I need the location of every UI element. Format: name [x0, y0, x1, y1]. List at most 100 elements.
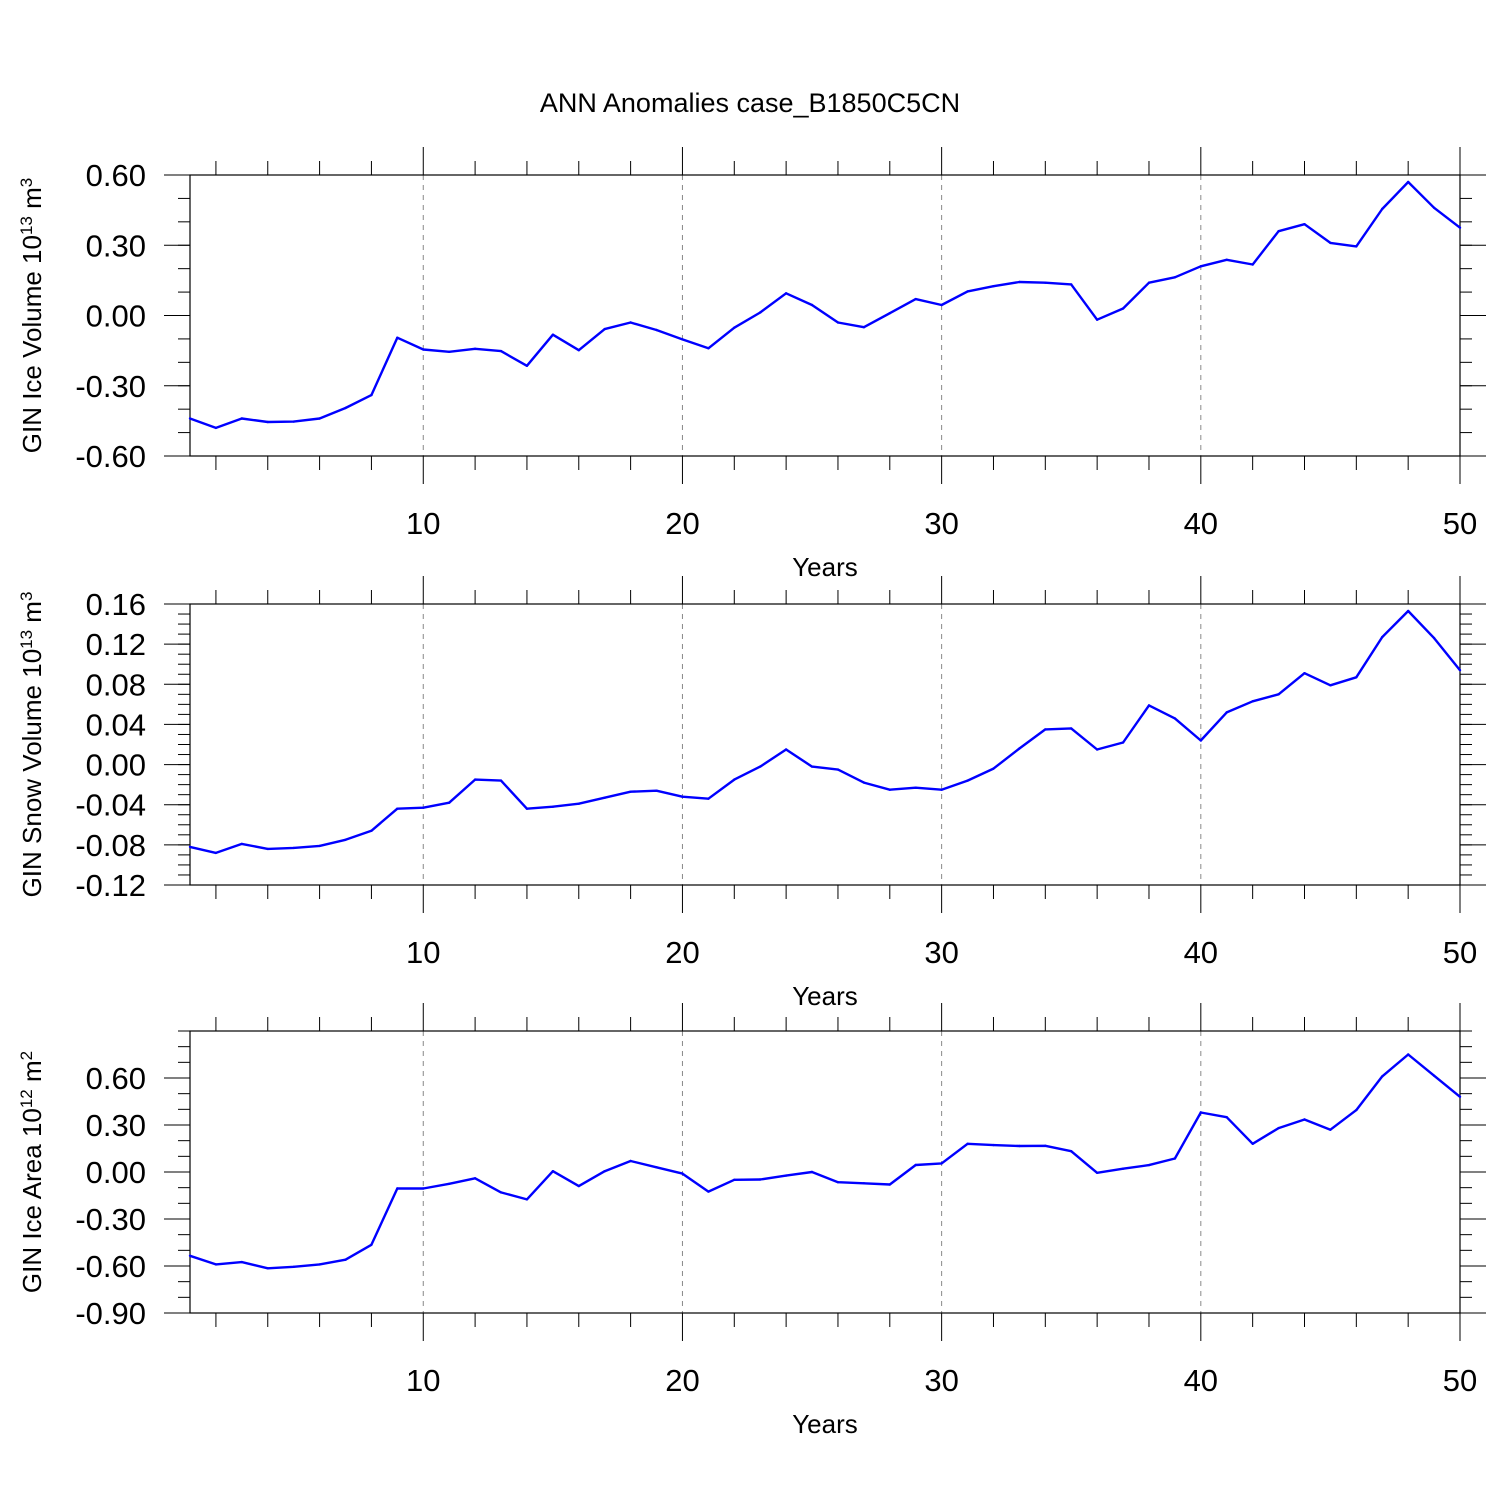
- x-tick-label: 50: [1443, 935, 1477, 970]
- plot-frame: [189, 603, 1461, 886]
- data-point: [1070, 727, 1073, 730]
- data-point: [240, 842, 243, 846]
- data-point: [266, 1267, 269, 1270]
- y-tick-label: -0.30: [75, 369, 146, 404]
- data-point: [914, 297, 917, 301]
- data-point: [862, 781, 866, 784]
- data-point: [1225, 711, 1228, 714]
- data-point: [1458, 226, 1462, 229]
- y-axis-title-main: GIN Ice Area 10: [17, 1108, 47, 1293]
- y-axis-title: GIN Ice Volume 1013 m3: [17, 178, 48, 454]
- y-axis-title-exp: 13: [17, 216, 36, 235]
- data-point: [1173, 276, 1177, 279]
- data-point: [707, 797, 710, 800]
- data-point: [473, 778, 477, 781]
- y-axis-title-unit-exp: 2: [17, 1051, 36, 1060]
- panel-2: 0.16 0.12 0.08 0.04 0.00 -0.04 -0.08 -0.12 10 20 3…: [17, 576, 1486, 1011]
- y-tick-label: 0.08: [86, 667, 146, 702]
- x-axis-title: Years: [792, 981, 858, 1011]
- data-point: [266, 847, 269, 851]
- data-point: [344, 1258, 347, 1261]
- data-point: [810, 765, 814, 768]
- x-tick-label: 30: [924, 935, 958, 970]
- y-tick-label: -0.60: [75, 1249, 146, 1284]
- data-point: [396, 1187, 399, 1190]
- data-point: [733, 1178, 736, 1182]
- data-point: [577, 349, 580, 352]
- data-point: [1407, 609, 1410, 613]
- data-point: [188, 1254, 192, 1258]
- data-point: [1303, 672, 1306, 675]
- data-point: [992, 1143, 995, 1147]
- y-axis-title-exp: 12: [17, 1089, 36, 1108]
- data-point: [888, 788, 891, 791]
- data-point: [266, 420, 269, 424]
- data-point: [422, 348, 425, 351]
- data-point: [422, 1187, 425, 1190]
- y-tick-label: -0.60: [75, 439, 146, 474]
- data-point: [940, 303, 943, 307]
- data-point: [370, 829, 373, 832]
- data-point: [1458, 669, 1462, 672]
- x-tick-label: 10: [406, 506, 440, 541]
- x-tick-label: 40: [1184, 506, 1218, 541]
- data-point: [577, 1184, 580, 1188]
- data-point: [214, 1263, 218, 1266]
- y-axis-title-main: GIN Snow Volume 10: [17, 649, 47, 898]
- x-tick-label: 30: [924, 506, 958, 541]
- panel-1: 0.60 0.30 0.00 -0.30 -0.60 10 20 30 40 50 Years GIN…: [17, 147, 1486, 582]
- data-point: [499, 349, 503, 353]
- plot-frame: [189, 1030, 1461, 1314]
- y-axis-title-unit: m: [17, 1060, 47, 1089]
- data-point: [733, 778, 736, 781]
- data-point: [1432, 206, 1436, 209]
- data-point: [1147, 704, 1151, 707]
- data-point: [810, 1170, 814, 1174]
- plot-frame: [189, 174, 1461, 457]
- data-point: [707, 347, 710, 350]
- x-axis-title: Years: [792, 552, 858, 582]
- data-point: [240, 417, 243, 420]
- data-point: [1251, 1142, 1254, 1146]
- data-point: [1329, 684, 1332, 687]
- data-point: [1173, 717, 1177, 720]
- y-tick-label: -0.04: [75, 788, 146, 823]
- data-point: [1018, 280, 1021, 284]
- data-point: [603, 796, 606, 799]
- data-point: [551, 333, 555, 336]
- data-point: [888, 1183, 891, 1186]
- data-point: [473, 347, 477, 350]
- y-axis-title-unit: m: [17, 187, 47, 216]
- data-point: [292, 846, 295, 850]
- x-tick-label: 30: [924, 1363, 958, 1398]
- y-tick-label: -0.30: [75, 1202, 146, 1237]
- data-point: [1251, 263, 1254, 266]
- data-point: [1121, 741, 1125, 744]
- y-tick-label: 0.60: [86, 158, 146, 193]
- data-point: [525, 807, 529, 810]
- data-point: [1381, 635, 1384, 639]
- data-point: [1381, 1075, 1384, 1078]
- data-point: [1329, 241, 1332, 245]
- data-point: [1044, 728, 1047, 731]
- data-point: [1329, 1128, 1332, 1131]
- y-tick-label: 0.30: [86, 228, 146, 263]
- data-point: [1018, 1144, 1021, 1148]
- data-point: [681, 338, 684, 341]
- data-point: [1173, 1157, 1177, 1160]
- x-tick-label: 10: [406, 1363, 440, 1398]
- data-point: [292, 1265, 295, 1269]
- data-point: [759, 765, 762, 768]
- data-point: [344, 838, 347, 841]
- y-axis-title: GIN Snow Volume 1013 m3: [17, 592, 48, 898]
- data-point: [448, 1182, 451, 1186]
- data-point: [940, 1162, 943, 1165]
- y-tick-label: 0.04: [86, 707, 146, 742]
- data-point: [551, 1170, 555, 1173]
- x-tick-label: 40: [1184, 1363, 1218, 1398]
- data-point: [188, 845, 192, 849]
- data-point: [759, 311, 762, 314]
- data-point: [1044, 1144, 1047, 1148]
- data-point: [214, 851, 218, 855]
- data-point: [318, 844, 321, 848]
